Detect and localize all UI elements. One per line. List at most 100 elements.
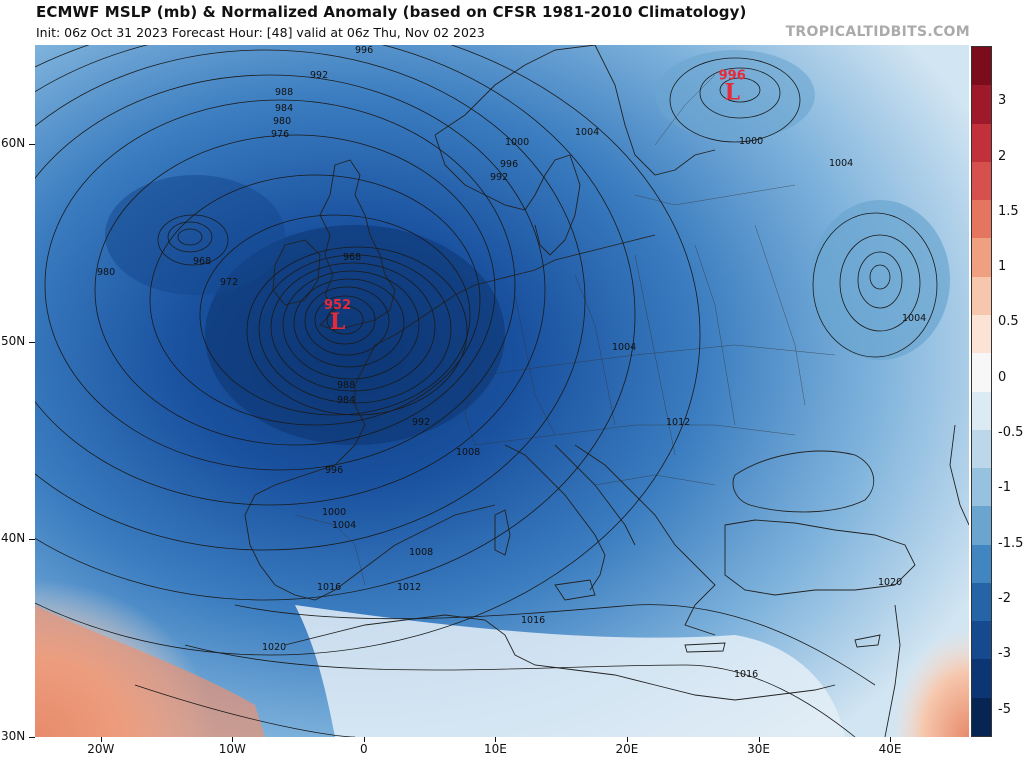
- latitude-tick: [29, 737, 35, 738]
- finland-coast: [594, 45, 716, 176]
- colorbar-segment: [972, 85, 991, 125]
- low-value-uk: 952: [324, 298, 351, 313]
- colorbar-label: -3: [998, 646, 1011, 661]
- isobar-label: 996: [355, 45, 373, 56]
- isobars: [35, 45, 938, 737]
- colorbar-segment: [972, 161, 991, 201]
- colorbar-segment: [972, 123, 991, 163]
- source-watermark: TROPICALTIDBITS.COM: [785, 24, 970, 40]
- low-symbol-uk: L: [330, 309, 345, 335]
- isobar-label: 1004: [829, 158, 853, 169]
- colorbar-segment: [972, 238, 991, 278]
- isobar-label: 1008: [409, 547, 433, 558]
- colorbar-segment: [972, 544, 991, 584]
- longitude-label: 10W: [218, 742, 246, 756]
- colorbar-label: 3: [998, 93, 1007, 108]
- longitude-tick: [626, 737, 628, 742]
- cyprus: [854, 634, 881, 648]
- colorbar-label: 1: [998, 259, 1007, 274]
- isobar-label: 972: [220, 277, 238, 288]
- country-borders: [294, 74, 836, 586]
- colorbar-label: 0.5: [998, 314, 1019, 329]
- continental-coast-north: [394, 234, 656, 336]
- colorbar-segment: [972, 391, 991, 431]
- isobar-label: 1020: [262, 642, 286, 653]
- caspian-coast: [949, 424, 969, 526]
- latitude-label: 50N: [1, 333, 26, 348]
- mslp-anomaly-map: 952 L 996 L 9969929889849809769689729809…: [35, 45, 969, 737]
- isobar-label: 992: [490, 172, 508, 183]
- sardinia-corsica: [494, 509, 511, 556]
- latitude-tick: [29, 539, 35, 541]
- great-britain-coast: [319, 159, 396, 331]
- colorbar-segment: [972, 200, 991, 239]
- chart-title: ECMWF MSLP (mb) & Normalized Anomaly (ba…: [36, 3, 747, 21]
- colorbar-segment: [972, 314, 991, 354]
- isobar-label: 1000: [739, 136, 763, 147]
- isobar-label: 968: [343, 252, 361, 263]
- colorbar-segment: [972, 697, 991, 737]
- isobar-label: 976: [271, 129, 289, 140]
- colorbar-label: 0: [998, 370, 1007, 385]
- isobar-label: 1004: [612, 342, 636, 353]
- longitude-label: 20W: [87, 742, 115, 756]
- france-iberia-coast: [244, 334, 496, 601]
- colorbar-segment: [972, 506, 991, 546]
- finland-low-anomaly: [655, 50, 815, 140]
- isobar-label: 1016: [521, 615, 545, 626]
- longitude-tick: [363, 737, 365, 742]
- isobar-label: 984: [337, 395, 355, 406]
- isobar-label: 1000: [505, 137, 529, 148]
- longitude-tick: [100, 737, 102, 742]
- isobar-label: 1020: [878, 577, 902, 588]
- colorbar-label: -2: [998, 591, 1011, 606]
- isobar-label: 1016: [734, 669, 758, 680]
- colorbar-label: -1: [998, 480, 1011, 495]
- north-africa-coast: [284, 614, 836, 701]
- isobar-label: 988: [337, 380, 355, 391]
- colorbar-segment: [972, 353, 991, 392]
- colorbar-segment: [972, 429, 991, 469]
- isobar-label: 1004: [902, 313, 926, 324]
- isobar-label: 968: [193, 256, 211, 267]
- turkey-coast: [724, 519, 916, 596]
- longitude-tick: [758, 737, 760, 742]
- isobar-label: 980: [273, 116, 291, 127]
- colorbar-segment: [972, 621, 991, 660]
- black-sea-coast: [732, 450, 875, 513]
- low-pressure-markers: 952 L 996 L: [324, 68, 746, 334]
- west-atlantic-low-core: [105, 175, 285, 295]
- isobar-label: 996: [500, 159, 518, 170]
- isobar-label: 984: [275, 103, 293, 114]
- low-symbol-finland: L: [724, 79, 739, 105]
- isobar-label: 996: [325, 465, 343, 476]
- isobar-label: 992: [412, 417, 430, 428]
- longitude-tick: [495, 737, 497, 742]
- colorbar-label: 2: [998, 149, 1007, 164]
- colorbar-label: -1.5: [998, 536, 1024, 551]
- ireland-coast: [272, 239, 321, 306]
- isobar-labels: 996 992 988 984 980 976 968 972 980 968 1004 1000 99…: [97, 45, 926, 680]
- isobar-label: 1016: [317, 582, 341, 593]
- colorbar-segment: [972, 659, 991, 699]
- colorbar-segment: [972, 47, 991, 86]
- isobar-label: 1012: [666, 417, 690, 428]
- longitude-label: 30E: [747, 742, 770, 756]
- colorbar-label: 1.5: [998, 204, 1019, 219]
- italy-coast: [504, 444, 606, 591]
- latitude-tick: [29, 143, 35, 145]
- colorbar-segment: [972, 468, 991, 507]
- crete: [684, 642, 726, 653]
- anomaly-colorbar: [971, 46, 992, 737]
- longitude-tick: [232, 737, 234, 742]
- warm-anomaly-southwest-core: [35, 605, 265, 737]
- latitude-label: 40N: [1, 531, 26, 546]
- latitude-label: 30N: [1, 729, 26, 743]
- isobar-label: 980: [97, 267, 115, 278]
- isobar-label: 988: [275, 87, 293, 98]
- isobar-label: 1012: [397, 582, 421, 593]
- russia-low-anomaly: [810, 200, 950, 360]
- italy-coast-east: [554, 444, 636, 546]
- isobar-label: 1004: [332, 520, 356, 531]
- sicily: [554, 579, 596, 601]
